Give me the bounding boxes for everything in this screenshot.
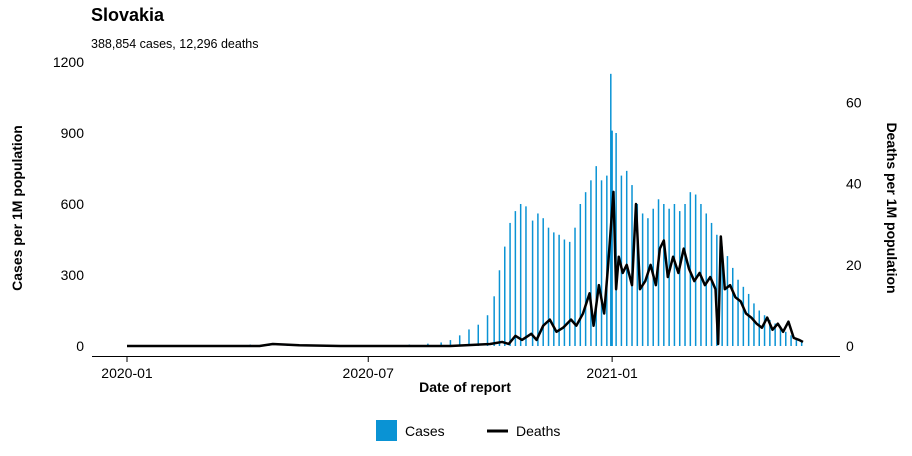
- cases-bar: [514, 211, 517, 346]
- cases-bar: [558, 234, 560, 346]
- cases-bar: [705, 213, 707, 346]
- right-y-tick-label: 20: [846, 257, 862, 273]
- cases-bar: [563, 239, 566, 346]
- right-y-ticks: 0 20 40 60: [846, 95, 862, 354]
- cases-bar: [531, 220, 534, 346]
- cases-bar: [458, 335, 461, 346]
- deaths-line-group: [127, 190, 804, 348]
- cases-bar: [509, 222, 511, 346]
- cases-bar: [710, 222, 713, 346]
- cases-bar: [600, 180, 603, 346]
- cases-bar: [769, 319, 771, 346]
- cases-bar: [753, 303, 755, 346]
- left-y-tick-label: 600: [61, 196, 85, 212]
- cases-bar: [800, 341, 803, 346]
- x-tick-label: 2020-07: [343, 365, 395, 381]
- cases-bar: [668, 208, 670, 346]
- cases-bar: [647, 218, 649, 346]
- cases-bar: [790, 335, 792, 346]
- x-axis-title: Date of report: [419, 379, 511, 395]
- left-y-tick-label: 0: [76, 338, 84, 354]
- cases-bar: [584, 192, 587, 346]
- x-tick-label: 2021-01: [586, 365, 638, 381]
- cases-bar: [579, 204, 582, 346]
- left-y-ticks: 0 300 600 900 1200: [53, 54, 84, 354]
- cases-bar: [440, 342, 442, 346]
- cases-bar: [574, 227, 576, 346]
- cases-bar: [742, 286, 745, 346]
- cases-bar: [477, 324, 479, 346]
- cases-bar: [673, 204, 676, 346]
- cases-bar: [468, 329, 470, 346]
- cases-bar: [758, 310, 761, 346]
- cases-bar: [547, 227, 550, 346]
- chart-subtitle: 388,854 cases, 12,296 deaths: [91, 37, 259, 51]
- cases-bar: [737, 279, 739, 346]
- left-y-tick-label: 900: [61, 125, 85, 141]
- cases-bar: [615, 133, 617, 346]
- cases-bar: [486, 315, 489, 346]
- cases-bar: [774, 323, 776, 346]
- cases-bar: [595, 166, 597, 346]
- cases-bar: [537, 213, 539, 346]
- cases-bar: [732, 267, 734, 346]
- cases-bar: [493, 296, 495, 346]
- left-y-tick-label: 1200: [53, 54, 84, 70]
- x-ticks: 2020-01 2020-07 2021-01: [101, 356, 638, 381]
- cases-bar: [625, 170, 628, 346]
- deaths-line: [127, 190, 804, 348]
- legend-cases-label: Cases: [405, 423, 445, 439]
- cases-bar: [542, 218, 544, 346]
- cases-bar: [763, 315, 766, 346]
- cases-bar: [694, 194, 697, 346]
- cases-bar: [590, 180, 592, 346]
- cases-bar: [657, 199, 660, 346]
- cases-bar: [721, 246, 723, 346]
- cases-bars: [230, 73, 803, 346]
- legend: Cases Deaths: [376, 420, 560, 441]
- cases-bar: [606, 175, 608, 346]
- right-y-tick-label: 60: [846, 95, 862, 111]
- left-y-axis-title: Cases per 1M population: [9, 125, 25, 291]
- cases-bar: [678, 211, 681, 346]
- right-y-tick-label: 40: [846, 176, 862, 192]
- legend-cases-swatch: [376, 420, 397, 441]
- cases-bar: [553, 232, 555, 346]
- cases-bar: [610, 73, 612, 346]
- cases-bar: [519, 204, 522, 346]
- cases-bar: [785, 331, 787, 346]
- cases-bar: [525, 206, 527, 346]
- cases-bar: [449, 340, 452, 346]
- cases-bar: [663, 204, 665, 346]
- x-tick-label: 2020-01: [101, 365, 153, 381]
- left-y-tick-label: 300: [61, 267, 85, 283]
- cases-bar: [726, 256, 729, 346]
- cases-bar: [747, 293, 750, 346]
- cases-bar: [684, 204, 686, 346]
- cases-bar: [636, 204, 639, 346]
- cases-bar: [504, 246, 506, 346]
- cases-bar: [795, 338, 798, 346]
- chart-title: Slovakia: [91, 5, 165, 25]
- cases-bar: [568, 241, 571, 346]
- cases-bar: [779, 327, 782, 346]
- cases-bar: [716, 234, 718, 346]
- cases-bar: [611, 130, 613, 346]
- legend-deaths-label: Deaths: [516, 423, 560, 439]
- right-y-tick-label: 0: [846, 338, 854, 354]
- right-y-axis-title: Deaths per 1M population: [884, 122, 900, 293]
- cases-bar: [641, 213, 644, 346]
- cases-bar: [620, 175, 623, 346]
- cases-bar: [498, 270, 501, 346]
